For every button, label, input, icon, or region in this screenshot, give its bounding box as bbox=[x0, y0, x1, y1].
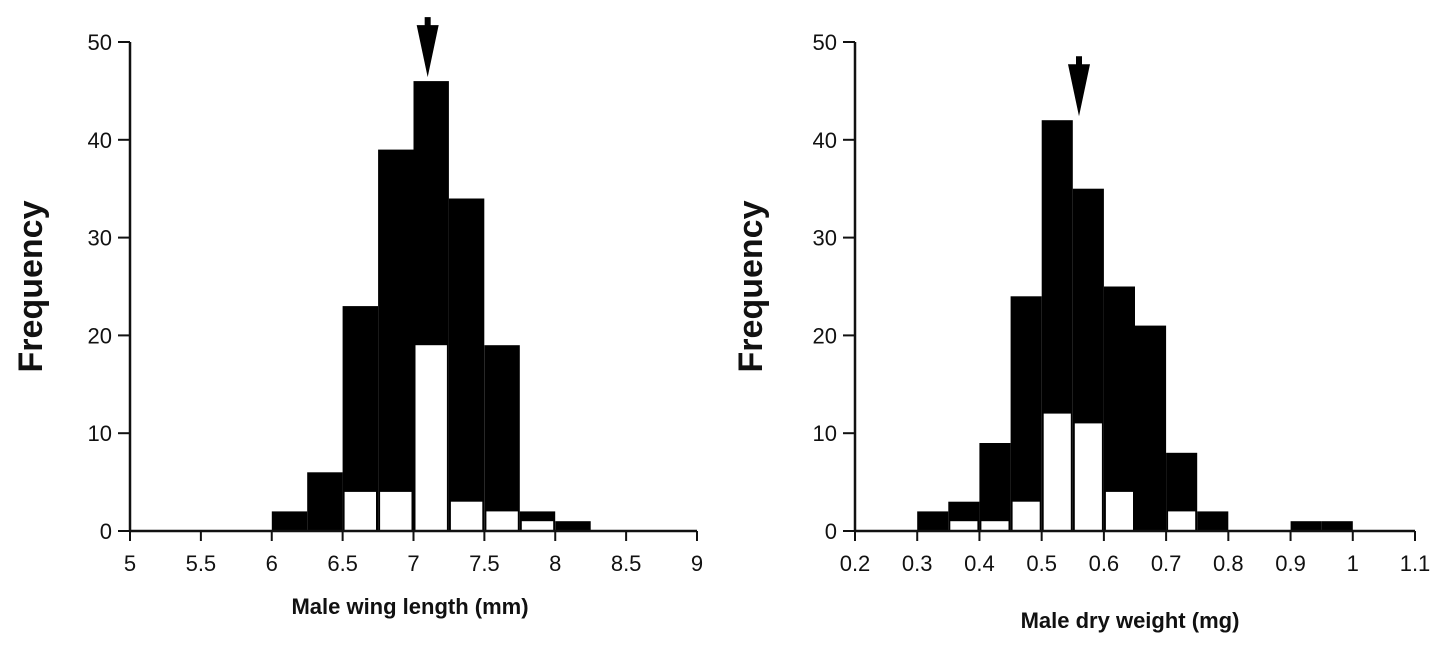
y-tick-label: 0 bbox=[100, 519, 112, 544]
bar-subset bbox=[1168, 511, 1196, 531]
x-axis-label: Male dry weight (mg) bbox=[1021, 608, 1240, 633]
bar-total bbox=[1321, 521, 1353, 531]
bar-total bbox=[1010, 296, 1042, 531]
x-tick-label: 0.7 bbox=[1151, 551, 1182, 576]
bar-total bbox=[917, 511, 949, 531]
bar-total bbox=[555, 521, 591, 531]
bar-total bbox=[484, 345, 520, 531]
bar-subset bbox=[344, 491, 376, 531]
bar-total bbox=[1197, 511, 1229, 531]
x-tick-label: 6.5 bbox=[327, 551, 358, 576]
bar-subset bbox=[450, 501, 483, 531]
arrow-marker-stem bbox=[424, 17, 431, 30]
arrow-marker-stem bbox=[1076, 56, 1082, 69]
bar-subset bbox=[950, 521, 978, 531]
bar-total bbox=[979, 443, 1011, 531]
bar-subset bbox=[1012, 501, 1040, 531]
x-tick-label: 1.1 bbox=[1400, 551, 1431, 576]
histogram-dry-weight: 0.2 0.3 0.4 0.5 0.6 0.7 0.8 0.9 1 1.1 0 10 20 30 40 50 M… bbox=[720, 0, 1440, 650]
chart-svg-wing-length: 5 5.5 6 6.5 7 7.5 8 8.5 9 0 10 20 30 40 50 Male wing le… bbox=[12, 17, 703, 619]
bar-total bbox=[1135, 325, 1167, 531]
x-tick-label: 5.5 bbox=[186, 551, 217, 576]
x-tick-label: 0.4 bbox=[964, 551, 995, 576]
y-tick-label: 30 bbox=[88, 226, 112, 251]
bar-subset bbox=[981, 521, 1009, 531]
x-tick-label: 0.5 bbox=[1026, 551, 1057, 576]
x-tick-label: 0.8 bbox=[1213, 551, 1244, 576]
x-tick-label: 8 bbox=[549, 551, 561, 576]
y-tick-label: 30 bbox=[813, 226, 837, 251]
bar-total bbox=[271, 511, 308, 531]
bar-subset bbox=[486, 511, 518, 531]
bar-subset bbox=[1074, 423, 1102, 531]
x-axis-label: Male wing length (mm) bbox=[291, 594, 528, 619]
x-tick-label: 0.2 bbox=[840, 551, 871, 576]
bar-total bbox=[1103, 286, 1135, 531]
arrow-marker-icon bbox=[1068, 64, 1090, 117]
x-tick-label: 1 bbox=[1347, 551, 1359, 576]
y-tick-label: 50 bbox=[813, 30, 837, 55]
bar-total bbox=[307, 472, 343, 531]
bar-subset bbox=[1105, 491, 1133, 531]
x-tick-label: 0.3 bbox=[902, 551, 933, 576]
y-axis-label: Frequency bbox=[12, 200, 50, 372]
chart-marks bbox=[271, 81, 591, 531]
y-tick-label: 20 bbox=[813, 323, 837, 348]
x-tick-label: 7 bbox=[407, 551, 419, 576]
x-tick-label: 8.5 bbox=[611, 551, 642, 576]
bar-total bbox=[378, 149, 414, 531]
x-tick-label: 0.9 bbox=[1275, 551, 1306, 576]
y-tick-label: 10 bbox=[813, 421, 837, 446]
x-tick-label: 9 bbox=[691, 551, 703, 576]
chart-marks bbox=[917, 120, 1353, 531]
y-tick-label: 40 bbox=[88, 128, 112, 153]
bar-total bbox=[1290, 521, 1322, 531]
x-tick-label: 7.5 bbox=[469, 551, 500, 576]
x-tick-label: 6 bbox=[266, 551, 278, 576]
bar-total bbox=[448, 198, 485, 531]
y-tick-label: 10 bbox=[88, 421, 112, 446]
y-axis-label: Frequency bbox=[732, 200, 770, 372]
bar-subset bbox=[415, 345, 447, 531]
x-tick-label: 0.6 bbox=[1089, 551, 1120, 576]
x-tick-label: 5 bbox=[124, 551, 136, 576]
bar-subset bbox=[521, 521, 554, 531]
y-tick-label: 50 bbox=[88, 30, 112, 55]
arrow-marker-icon bbox=[416, 25, 439, 78]
chart-svg-dry-weight: 0.2 0.3 0.4 0.5 0.6 0.7 0.8 0.9 1 1.1 0 10 20 30 40 50 M… bbox=[732, 30, 1431, 633]
histogram-wing-length: 5 5.5 6 6.5 7 7.5 8 8.5 9 0 10 20 30 40 50 Male wing le… bbox=[12, 17, 703, 619]
y-tick-label: 0 bbox=[825, 519, 837, 544]
y-tick-label: 20 bbox=[88, 323, 112, 348]
bar-subset bbox=[1043, 413, 1071, 531]
y-tick-label: 40 bbox=[813, 128, 837, 153]
bar-subset bbox=[380, 491, 412, 531]
